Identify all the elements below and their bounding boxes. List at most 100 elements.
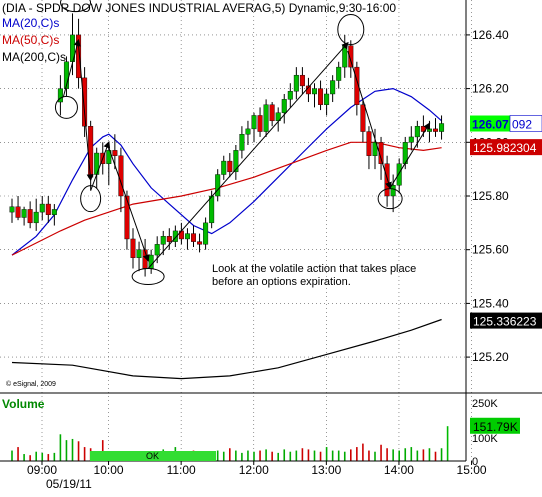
candle-body-69 <box>426 128 432 132</box>
candle-body-25 <box>160 236 166 245</box>
price-tag-bg-1 <box>470 139 542 156</box>
candle-body-2 <box>21 209 27 218</box>
arrow-annotation-1 <box>78 45 94 182</box>
candle-body-41 <box>257 115 263 132</box>
arrow-annotation-5 <box>347 50 392 190</box>
ma50-line <box>11 141 442 256</box>
candle-body-21 <box>136 249 142 258</box>
time-tick-5: 14:00 <box>384 463 414 477</box>
candle-body-27 <box>172 230 178 242</box>
candle-body-0 <box>9 206 15 213</box>
time-tick-0: 09:00 <box>27 463 57 477</box>
arrow-annotation-4 <box>147 41 349 269</box>
price-tick-3: 125.80 <box>472 189 509 203</box>
candle-body-52 <box>324 93 330 105</box>
candle-body-70 <box>433 128 439 132</box>
candle-body-50 <box>312 88 318 95</box>
candle-body-3 <box>27 209 33 224</box>
price-tick-1: 126.20 <box>472 82 509 96</box>
candle-body-64 <box>396 163 402 186</box>
arrow-annotation-3 <box>108 147 150 262</box>
volume-tick-2: 0 <box>472 456 478 468</box>
candle-body-32 <box>203 222 209 245</box>
circle-annotation-0 <box>54 95 78 119</box>
candle-body-24 <box>154 244 160 256</box>
candle-body-46 <box>287 91 293 100</box>
volume-panel <box>0 395 466 461</box>
legend-ma200: MA(200,C)s <box>2 50 66 64</box>
candle-body-56 <box>348 45 354 68</box>
candle-body-58 <box>360 104 366 132</box>
candle-body-47 <box>293 74 299 92</box>
legend-ma20: MA(20,C)s <box>2 16 59 30</box>
candle-body-71 <box>439 123 445 132</box>
arrow-annotation-0 <box>62 38 81 97</box>
candle-body-42 <box>263 104 269 132</box>
time-tick-6: 15:00 <box>457 463 487 477</box>
candle-body-19 <box>124 195 130 240</box>
candle-body-35 <box>221 160 227 175</box>
candle-body-61 <box>378 142 384 164</box>
arrow-annotation-6 <box>389 122 431 189</box>
candle-body-60 <box>372 142 378 156</box>
candle-body-7 <box>51 209 57 215</box>
candle-body-18 <box>118 155 124 197</box>
price-tick-4: 125.60 <box>472 243 509 257</box>
candle-body-45 <box>281 99 287 113</box>
candle-body-36 <box>227 160 233 173</box>
ok-bar <box>90 451 216 461</box>
ok-label: OK <box>146 451 159 461</box>
candle-body-17 <box>112 150 118 156</box>
grid <box>0 0 472 461</box>
price-panel <box>0 0 466 390</box>
circle-annotation-3 <box>131 268 165 286</box>
annotation-line-2: before an options expiration. <box>212 276 351 288</box>
candle-body-13 <box>88 125 94 178</box>
price-tick-0: 126.40 <box>472 28 509 42</box>
candle-body-66 <box>408 136 414 143</box>
moving-averages <box>11 87 442 380</box>
candle-body-26 <box>166 236 172 242</box>
candle-body-59 <box>366 131 372 156</box>
circle-annotation-4 <box>337 14 365 46</box>
candle-body-62 <box>384 163 390 197</box>
annotation-line-1: Look at the volatile action that takes p… <box>212 263 416 275</box>
candle-body-37 <box>233 150 239 173</box>
price-tick-5: 125.40 <box>472 296 509 310</box>
candle-body-53 <box>330 80 336 95</box>
price-tick-6: 125.20 <box>472 350 509 364</box>
candle-body-12 <box>82 77 88 127</box>
time-tick-2: 11:00 <box>167 463 196 477</box>
time-tick-3: 12:00 <box>239 463 269 477</box>
price-tag-1: 125.982304 <box>473 141 537 155</box>
candle-body-43 <box>269 104 275 122</box>
circle-annotation-1 <box>60 0 92 13</box>
candle-body-34 <box>215 174 221 197</box>
candle-body-39 <box>245 128 251 135</box>
candles <box>9 13 445 277</box>
volume-last-tag: 151.79K <box>473 420 518 434</box>
time-tick-4: 13:00 <box>311 463 341 477</box>
candle-body-38 <box>239 134 245 151</box>
chart-title: (DIA - SPDR DOW JONES INDUSTRIAL AVERAG,… <box>2 1 396 15</box>
candle-body-57 <box>354 66 360 105</box>
candle-body-5 <box>39 203 45 213</box>
legend-ma50: MA(50,C)s <box>2 33 59 47</box>
price-tag-bg-2 <box>470 312 542 329</box>
candle-body-4 <box>33 211 39 224</box>
candle-body-54 <box>336 66 342 81</box>
candle-body-11 <box>76 34 82 79</box>
price-tag-b-0: 092 <box>512 118 532 132</box>
candle-body-48 <box>299 74 305 87</box>
candle-body-16 <box>106 150 112 164</box>
arrow-annotation-2 <box>90 140 111 191</box>
volume-last-tag-bg <box>470 417 520 434</box>
candle-body-33 <box>209 195 215 224</box>
candle-body-51 <box>318 88 324 105</box>
candle-body-1 <box>15 206 21 218</box>
candle-body-6 <box>45 203 51 215</box>
time-tick-1: 10:00 <box>94 463 124 477</box>
annotations <box>54 0 431 286</box>
